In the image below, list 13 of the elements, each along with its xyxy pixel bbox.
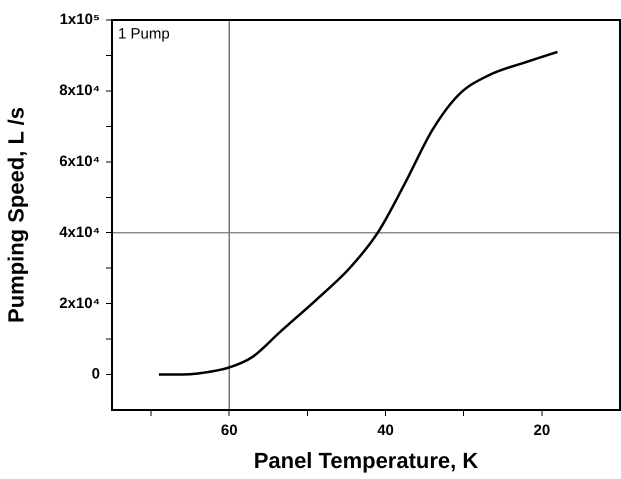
- y-tick-label: 8x10⁴: [59, 82, 100, 100]
- x-tick-label: 20: [534, 422, 550, 440]
- y-tick-label: 4x10⁴: [59, 224, 100, 241]
- line-series: [158, 50, 559, 376]
- y-tick-label: 0: [92, 366, 100, 383]
- x-tick-label: 40: [377, 422, 394, 440]
- y-tick-label: 6x10⁴: [59, 152, 100, 170]
- y-tick-label: 2x10⁴: [59, 294, 100, 312]
- y-tick-label: 1x10⁵: [60, 11, 100, 28]
- x-tick-label: 60: [220, 422, 238, 440]
- x-axis-title: Panel Temperature, K: [254, 448, 478, 473]
- y-axis-title: Pumping Speed, L /s: [3, 107, 28, 323]
- annotation: 1 Pump: [118, 26, 170, 43]
